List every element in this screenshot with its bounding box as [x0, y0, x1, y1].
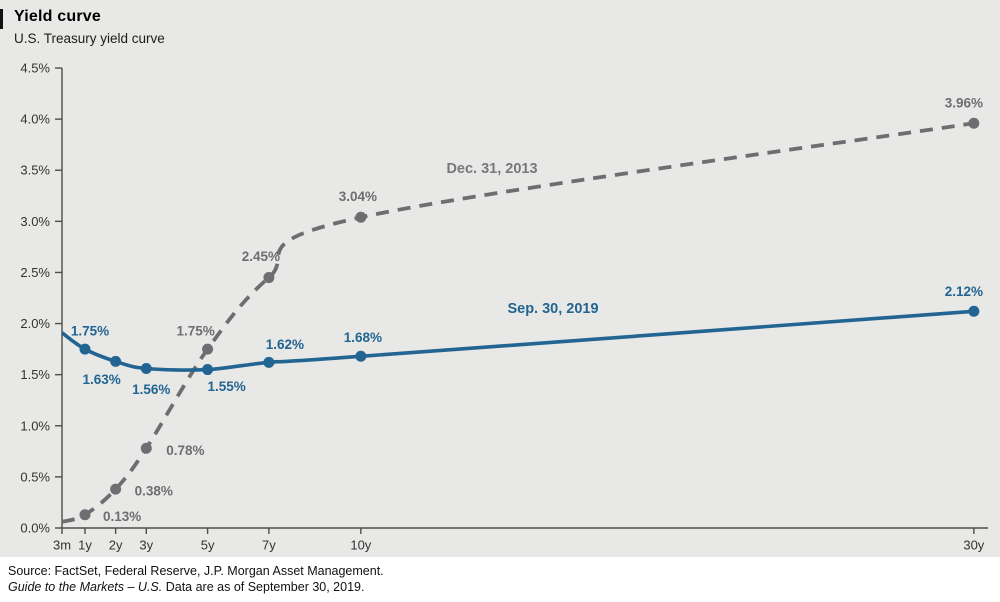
data-point-marker — [110, 483, 122, 495]
data-point-label: 2.45% — [242, 249, 280, 264]
x-tick-label: 10y — [350, 538, 371, 553]
data-point-marker — [263, 356, 275, 368]
data-point-marker — [355, 350, 367, 362]
data-point-label: 1.75% — [176, 324, 214, 339]
data-point-marker — [202, 343, 214, 355]
y-tick-label: 4.5% — [20, 61, 50, 76]
x-tick-label: 1y — [78, 538, 92, 553]
data-point-marker — [202, 364, 214, 376]
data-point-label: 1.56% — [132, 382, 170, 397]
data-point-label: 3.96% — [945, 96, 983, 111]
data-point-label: 1.68% — [344, 330, 382, 345]
chart-subtitle: U.S. Treasury yield curve — [14, 31, 165, 46]
data-point-label: 1.63% — [82, 372, 120, 387]
x-tick-label: 5y — [201, 538, 215, 553]
yield-curve-plot: 0.0% 0.5% 1.0% 1.5% 2.0% 2.5% 3.0% 3.5% 4.0% 4.5%… — [20, 61, 988, 553]
data-point-label: 1.55% — [207, 379, 245, 394]
x-tick-label: 3y — [139, 538, 153, 553]
data-point-label: 2.12% — [945, 284, 983, 299]
y-tick-label: 1.5% — [20, 367, 50, 382]
data-point-marker — [968, 117, 980, 129]
data-point-label: 3.04% — [339, 189, 377, 204]
data-point-label: 0.38% — [135, 484, 173, 499]
slide-edge-mark — [0, 9, 3, 29]
data-point-marker — [110, 355, 122, 367]
data-point-marker — [140, 442, 152, 454]
source-footer: Source: FactSet, Federal Reserve, J.P. M… — [0, 557, 1000, 602]
y-tick-label: 4.0% — [20, 112, 50, 127]
source-line: Source: FactSet, Federal Reserve, J.P. M… — [8, 564, 384, 578]
data-point-label: 1.75% — [71, 324, 109, 339]
x-tick-label: 7y — [262, 538, 276, 553]
y-tick-label: 0.5% — [20, 469, 50, 484]
gtm-title: Guide to the Markets – U.S. — [8, 580, 163, 594]
y-tick-label: 3.0% — [20, 214, 50, 229]
data-point-label: 1.62% — [266, 337, 304, 352]
data-point-marker — [79, 509, 91, 521]
series-line-sep-30-2019 — [60, 309, 974, 372]
data-point-marker — [355, 211, 367, 223]
data-point-marker — [79, 343, 91, 355]
gtm-date-note: Data are as of September 30, 2019. — [162, 580, 365, 594]
y-tick-label: 2.5% — [20, 265, 50, 280]
chart-title: Yield curve — [14, 8, 101, 25]
data-point-marker — [968, 305, 980, 317]
y-tick-label: 0.0% — [20, 521, 50, 536]
x-tick-label: 30y — [963, 538, 984, 553]
x-tick-label: 2y — [109, 538, 123, 553]
data-point-label: 0.13% — [103, 509, 141, 524]
y-tick-label: 3.5% — [20, 163, 50, 178]
chart-background: Yield curve U.S. Treasury yield curve 0.… — [0, 0, 1000, 557]
gtm-line: Guide to the Markets – U.S. Data are as … — [8, 579, 1000, 595]
y-tick-label: 1.0% — [20, 418, 50, 433]
x-tick-label: 3m — [53, 538, 71, 553]
y-tick-label: 2.0% — [20, 316, 50, 331]
data-point-marker — [263, 272, 275, 284]
series-legend-label: Sep. 30, 2019 — [507, 301, 598, 317]
series-line-dec-31-2013 — [61, 121, 975, 524]
data-point-marker — [140, 363, 152, 375]
data-point-label: 0.78% — [166, 443, 204, 458]
series-legend-label: Dec. 31, 2013 — [446, 161, 537, 177]
